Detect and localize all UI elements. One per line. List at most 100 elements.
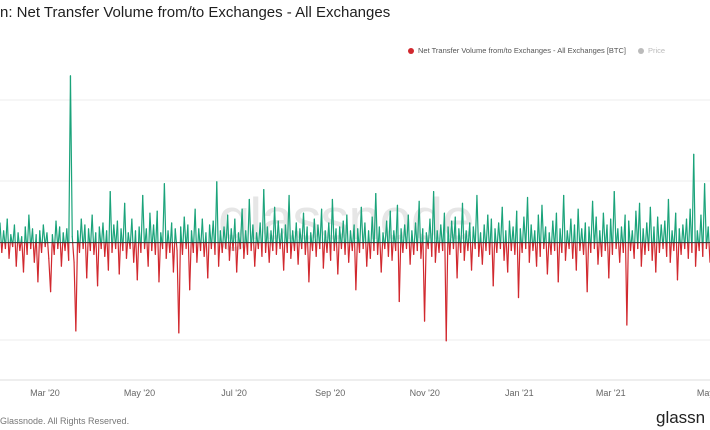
inflow-segment [6, 218, 9, 244]
outflow-segment [575, 242, 578, 271]
outflow-segment [467, 242, 470, 252]
inflow-segment [328, 222, 331, 244]
copyright-text: Glassnode. All Rights Reserved. [0, 416, 130, 426]
inflow-segment [642, 228, 645, 244]
inflow-segment [454, 216, 457, 244]
outflow-segment [104, 242, 107, 257]
inflow-segment [653, 226, 656, 244]
outflow-segment [376, 242, 379, 255]
inflow-segment [465, 230, 468, 244]
inflow-segment [102, 222, 105, 244]
outflow-segment [275, 242, 278, 255]
grid-lines [0, 99, 710, 341]
outflow-segment [158, 242, 162, 283]
outflow-segment [488, 242, 491, 255]
outflow-segment [1, 242, 4, 254]
inflow-segment [69, 75, 73, 238]
inflow-segment [357, 228, 360, 244]
inflow-segment [17, 232, 20, 244]
inflow-segment [664, 220, 667, 244]
outflow-segment [387, 242, 390, 257]
outflow-segment [633, 242, 636, 259]
outflow-segment [181, 242, 184, 255]
outflow-segment [507, 242, 510, 273]
inflow-segment [378, 226, 381, 244]
inflow-segment [610, 218, 613, 244]
outflow-segment [96, 242, 100, 287]
outflow-segment [151, 242, 153, 252]
outflow-segment [351, 242, 354, 252]
inflow-segment [577, 208, 581, 244]
outflow-segment [196, 242, 199, 263]
outflow-segment [445, 242, 449, 342]
inflow-segment [685, 218, 689, 244]
inflow-segment [131, 218, 134, 244]
x-tick-label: Mar '21 [596, 388, 626, 398]
inflow-segment [59, 226, 61, 244]
inflow-segment [675, 212, 678, 244]
outflow-segment [492, 242, 496, 287]
series-legend-label[interactable]: Net Transfer Volume from/to Exchanges - … [418, 46, 627, 55]
inflow-segment [241, 208, 244, 244]
inflow-segment [505, 230, 507, 244]
outflow-segment [268, 242, 271, 263]
outflow-segment [369, 242, 372, 259]
x-tick-label: Sep '20 [315, 388, 345, 398]
inflow-segment [163, 183, 167, 244]
inflow-segment [313, 218, 317, 244]
inflow-segment [252, 224, 255, 244]
outflow-segment [546, 242, 550, 275]
inflow-segment [487, 214, 490, 244]
outflow-segment [600, 242, 603, 257]
inflow-segment [490, 218, 493, 244]
inflow-segment [124, 202, 127, 244]
inflow-segment [555, 212, 558, 244]
price-legend-item[interactable]: Price [638, 46, 665, 55]
inflow-segment [667, 198, 671, 244]
inflow-segment [310, 232, 313, 244]
series-group[interactable] [0, 75, 710, 342]
inflow-segment [245, 230, 248, 244]
inflow-segment [526, 196, 530, 244]
inflow-segment [194, 208, 197, 244]
inflow-segment [479, 232, 482, 244]
inflow-segment [230, 228, 233, 244]
inflow-segment [13, 224, 16, 244]
outflow-segment [111, 242, 114, 254]
inflow-segment [292, 230, 295, 244]
inflow-segment [693, 153, 696, 244]
inflow-segment [349, 230, 353, 244]
outflow-segment [550, 242, 553, 255]
inflow-segment [28, 214, 31, 244]
inflow-segment [631, 230, 634, 244]
outflow-segment [203, 242, 206, 257]
outflow-segment [391, 242, 394, 261]
inflow-segment [566, 230, 570, 244]
x-tick-label: Jul '20 [221, 388, 247, 398]
inflow-segment [657, 216, 660, 244]
inflow-segment [396, 204, 399, 244]
outflow-segment [355, 242, 358, 291]
outflow-segment [597, 242, 600, 265]
outflow-segment [669, 242, 672, 263]
outflow-segment [37, 242, 40, 283]
outflow-segment [243, 242, 246, 259]
inflow-segment [620, 226, 624, 244]
outflow-segment [40, 242, 43, 254]
inflow-segment [404, 224, 407, 244]
inflow-segment [440, 224, 443, 244]
inflow-segment [649, 206, 653, 244]
outflow-segment [438, 242, 441, 254]
outflow-segment [604, 242, 607, 252]
inflow-segment [530, 224, 534, 244]
inflow-segment [703, 183, 707, 244]
inflow-segment [24, 226, 27, 244]
inflow-segment [306, 226, 309, 244]
inflow-segment [156, 210, 159, 244]
outflow-segment [330, 242, 332, 261]
inflow-segment [190, 230, 194, 244]
outflow-segment [586, 242, 590, 293]
outflow-segment [572, 242, 575, 259]
inflow-segment [559, 228, 562, 244]
brand-logo[interactable]: glassn [656, 408, 706, 427]
